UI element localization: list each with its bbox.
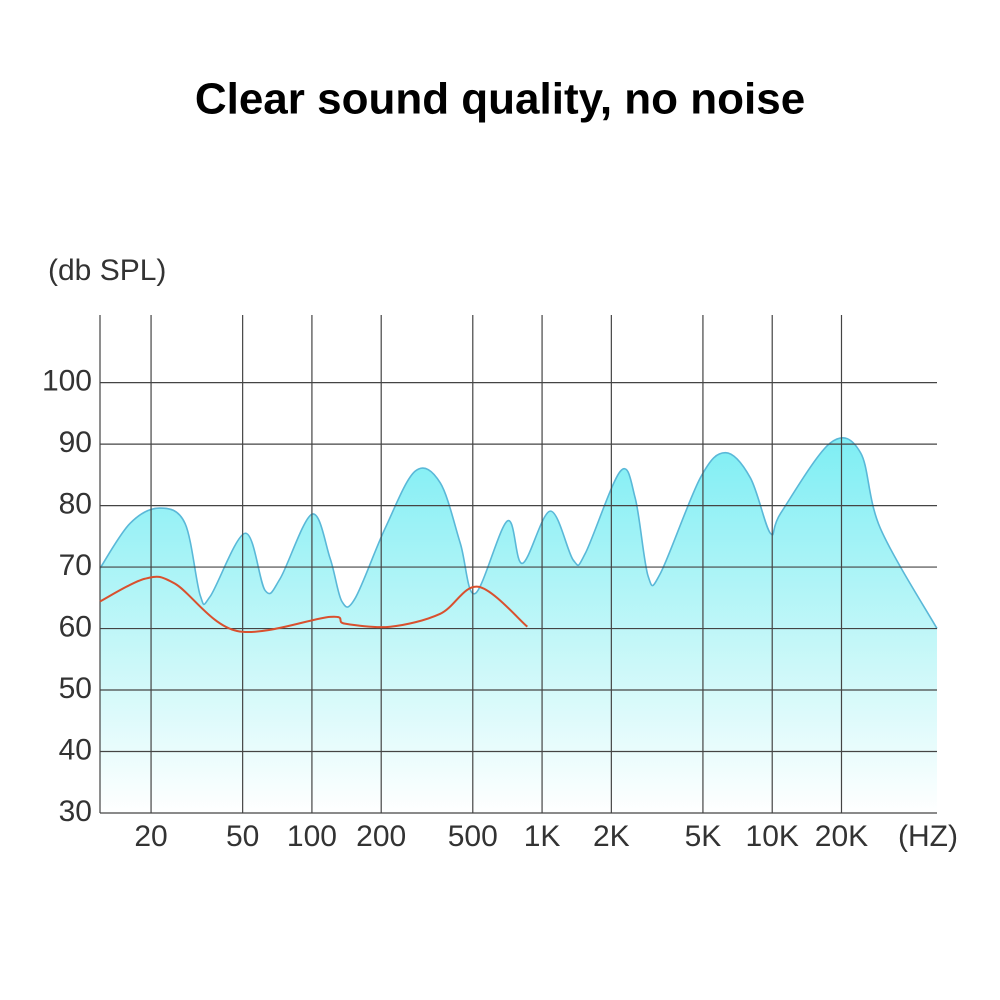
y-tick-label: 70 — [59, 549, 92, 582]
x-axis-label: (HZ) — [898, 820, 958, 853]
x-tick-label: 1K — [524, 820, 561, 853]
grid: 30 40 50 60 70 80 90 100 20 50 100 200 500 1K 2K 5K 10K 2… — [42, 315, 937, 853]
x-tick-label: 200 — [356, 820, 406, 853]
x-tick-label: 2K — [593, 820, 630, 853]
x-tick-label: 20K — [815, 820, 868, 853]
chart-title: Clear sound quality, no noise — [195, 75, 805, 124]
y-axis-label: (db SPL) — [48, 254, 166, 287]
y-tick-label: 40 — [59, 733, 92, 766]
y-tick-label: 80 — [59, 488, 92, 521]
x-tick-label: 5K — [685, 820, 722, 853]
area-fill — [100, 437, 937, 813]
plot — [99, 437, 938, 813]
y-tick-label: 50 — [59, 672, 92, 705]
y-tick-label: 90 — [59, 426, 92, 459]
y-tick-label: 30 — [59, 795, 92, 828]
x-tick-label: 10K — [746, 820, 799, 853]
x-tick-label: 500 — [448, 820, 498, 853]
y-tick-label: 60 — [59, 610, 92, 643]
line — [99, 575, 528, 633]
x-tick-label: 50 — [226, 820, 259, 853]
x-tick-label: 100 — [287, 820, 337, 853]
x-tick-label: 20 — [134, 820, 167, 853]
area-outline — [99, 437, 938, 629]
y-tick-label: 100 — [42, 365, 92, 398]
